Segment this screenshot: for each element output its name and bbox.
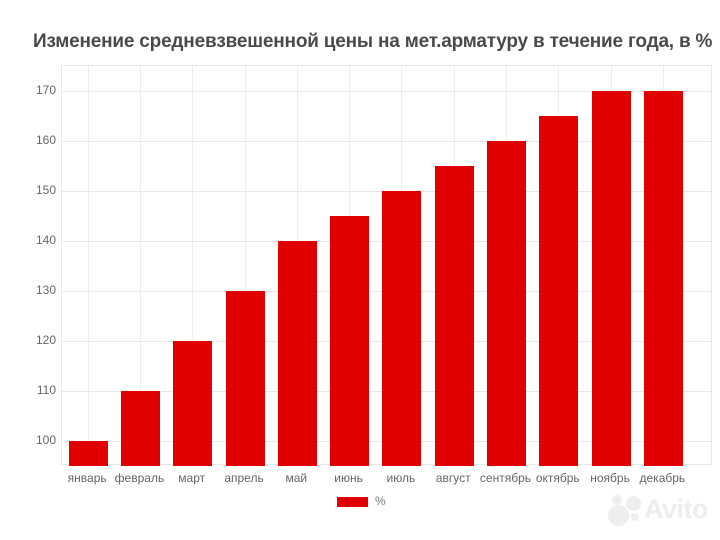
x-tick-label-декабрь: декабрь: [639, 471, 686, 485]
x-tick-label-август: август: [435, 471, 471, 485]
x-tick-label-ноябрь: ноябрь: [590, 471, 630, 485]
x-tick-label-июль: июль: [386, 471, 416, 485]
x-tick-label-январь: январь: [67, 471, 107, 485]
bar-декабрь: [643, 91, 683, 466]
y-tick-label-150: 150: [35, 183, 56, 197]
legend-label: %: [375, 494, 386, 508]
bar-ноябрь: [591, 91, 631, 466]
bar-июнь: [330, 216, 370, 466]
chart-title: Изменение средневзвешенной цены на мет.а…: [33, 31, 713, 52]
bar-октябрь: [539, 116, 579, 466]
x-tick-label-март: март: [178, 471, 206, 485]
y-tick-label-110: 110: [36, 383, 56, 397]
y-tick-label-100: 100: [35, 433, 56, 447]
gridline-x-март: [192, 66, 194, 464]
bar-январь: [68, 441, 108, 466]
avito-brand-text: Avito: [644, 494, 709, 524]
gridline-x-январь: [87, 66, 89, 464]
x-tick-label-сентябрь: сентябрь: [479, 471, 532, 485]
avito-logo-icon: [606, 494, 642, 528]
gridline-x-апрель: [244, 66, 246, 464]
bar-май: [277, 241, 317, 466]
y-tick-label-140: 140: [35, 233, 56, 247]
bar-февраль: [120, 391, 160, 466]
gridline-y-160: [62, 141, 711, 142]
legend-swatch: [337, 496, 368, 507]
plot-area: [61, 65, 712, 466]
avito-watermark: Avito: [606, 494, 716, 532]
y-tick-label-130: 130: [35, 283, 56, 297]
x-tick-label-июнь: июнь: [334, 471, 363, 485]
bar-сентябрь: [486, 141, 526, 466]
y-tick-label-160: 160: [35, 133, 56, 147]
gridline-x-февраль: [139, 66, 141, 464]
bar-март: [173, 341, 213, 466]
x-tick-label-апрель: апрель: [224, 471, 264, 485]
x-tick-label-октябрь: октябрь: [535, 471, 580, 485]
bar-июль: [382, 191, 422, 466]
y-tick-label-170: 170: [35, 83, 56, 97]
x-tick-label-май: май: [285, 471, 308, 485]
gridline-y-170: [62, 91, 711, 92]
legend: %: [337, 494, 386, 508]
x-tick-label-февраль: февраль: [114, 471, 165, 485]
bar-август: [434, 166, 474, 466]
bar-апрель: [225, 291, 265, 466]
y-tick-label-120: 120: [35, 333, 56, 347]
